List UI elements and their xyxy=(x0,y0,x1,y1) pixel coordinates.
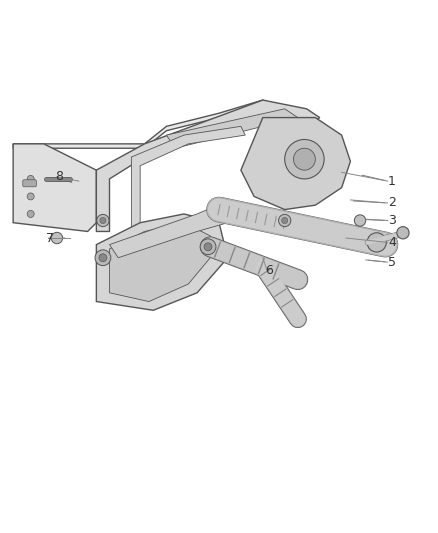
Text: 6: 6 xyxy=(265,264,273,277)
Polygon shape xyxy=(166,109,298,148)
Circle shape xyxy=(27,193,34,200)
Circle shape xyxy=(100,217,106,223)
Polygon shape xyxy=(241,118,350,209)
Circle shape xyxy=(95,250,111,265)
Circle shape xyxy=(200,239,216,255)
Text: 1: 1 xyxy=(388,175,396,188)
Circle shape xyxy=(367,233,386,252)
Circle shape xyxy=(279,214,291,227)
Circle shape xyxy=(97,214,109,227)
Polygon shape xyxy=(110,201,241,258)
Polygon shape xyxy=(110,223,210,302)
Circle shape xyxy=(293,148,315,170)
Polygon shape xyxy=(96,100,320,231)
FancyBboxPatch shape xyxy=(23,180,36,187)
Circle shape xyxy=(282,217,288,223)
Circle shape xyxy=(204,243,212,251)
Polygon shape xyxy=(131,126,245,231)
Text: 7: 7 xyxy=(46,231,54,245)
Circle shape xyxy=(285,140,324,179)
Circle shape xyxy=(397,227,409,239)
Circle shape xyxy=(99,254,107,262)
Polygon shape xyxy=(13,100,272,148)
Text: 8: 8 xyxy=(55,170,63,183)
Polygon shape xyxy=(96,214,228,310)
Circle shape xyxy=(27,175,34,182)
Circle shape xyxy=(354,215,366,226)
Polygon shape xyxy=(13,144,96,231)
Circle shape xyxy=(51,232,63,244)
Text: 2: 2 xyxy=(388,197,396,209)
Text: 3: 3 xyxy=(388,214,396,227)
Text: 4: 4 xyxy=(388,236,396,249)
Circle shape xyxy=(27,211,34,217)
Text: 5: 5 xyxy=(388,256,396,269)
